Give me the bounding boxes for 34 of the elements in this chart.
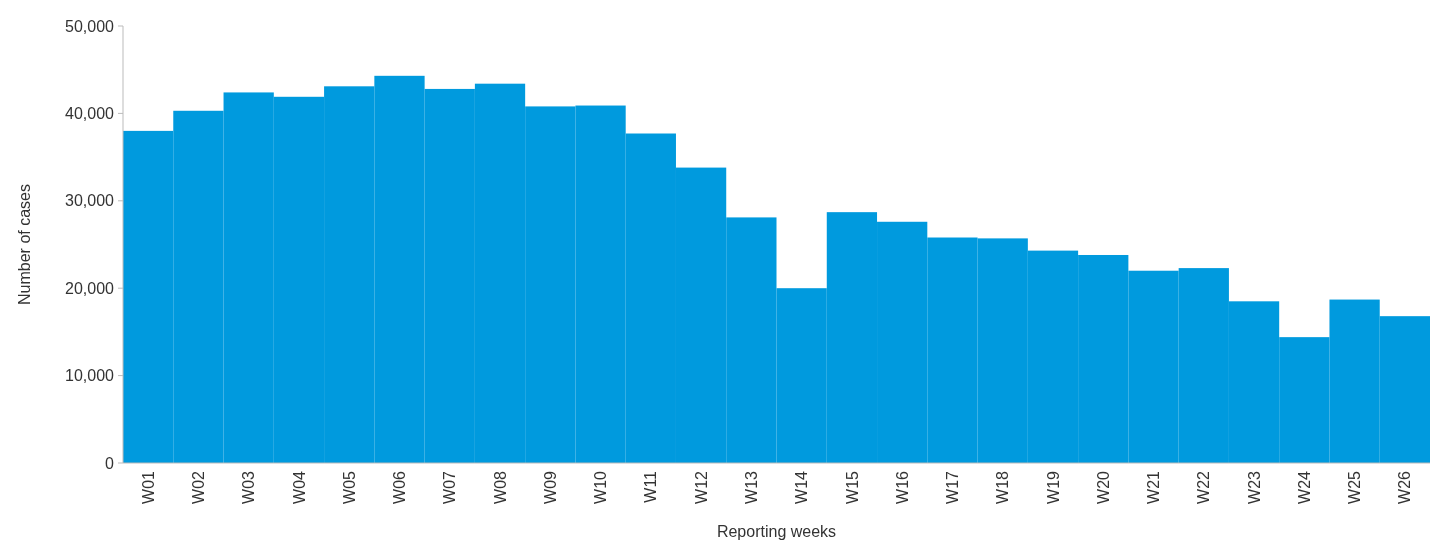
x-tick-label: W11 [642,470,660,503]
x-tick-label: W01 [139,470,157,504]
y-tick-label: 0 [105,454,115,472]
x-tick-label: W25 [1346,470,1364,504]
x-tick-label: W18 [994,470,1012,504]
x-tick-label: W22 [1195,470,1213,504]
x-tick-label: W04 [290,470,308,504]
x-tick-label: W06 [391,470,409,504]
x-axis-title: Reporting weeks [716,523,837,540]
x-tick-label: W13 [742,470,760,504]
x-tick-label: W17 [944,470,962,504]
x-tick-label: W03 [240,470,258,504]
x-tick-label: W16 [893,470,911,504]
x-tick-label: W08 [491,470,509,504]
y-tick-label: 20,000 [65,279,115,297]
y-axis-title: Number of cases [16,184,33,305]
x-tick-label: W02 [190,470,207,504]
x-tick-label: W21 [1145,470,1163,504]
y-tick-label: 10,000 [65,367,115,385]
x-tick-label: W07 [441,470,459,504]
x-tick-label: W23 [1245,470,1263,504]
x-tick-label: W14 [793,470,811,504]
y-tick-label: 40,000 [65,105,115,122]
x-tick-label: W12 [692,470,710,504]
y-tick-label: 30,000 [65,192,115,210]
x-tick-label: W09 [541,470,559,504]
x-tick-label: W19 [1044,470,1062,504]
y-tick-label: 50,000 [65,17,115,35]
x-tick-label: W26 [1396,470,1414,504]
x-tick-label: W24 [1295,470,1313,504]
x-tick-label: W05 [340,470,358,504]
x-tick-label: W20 [1094,470,1112,504]
x-tick-label: W10 [592,470,610,504]
x-tick-label: W15 [843,470,861,504]
